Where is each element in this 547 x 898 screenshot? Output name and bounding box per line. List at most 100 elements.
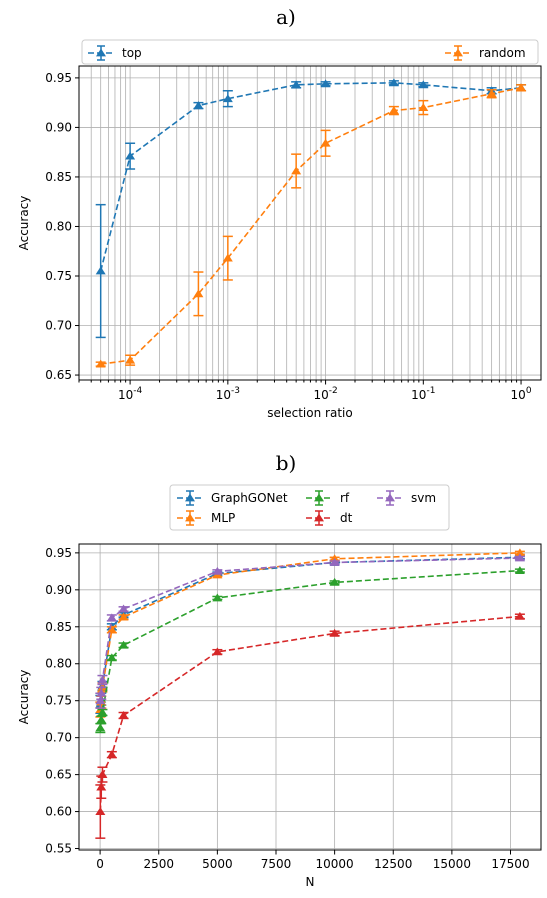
panel-b-data-point bbox=[97, 675, 108, 684]
panel-b-legend-label: GraphGONet bbox=[211, 491, 288, 505]
panel-a-series-line-random bbox=[100, 87, 522, 365]
panel-b-x-tick-label: 10000 bbox=[316, 857, 354, 871]
panel-b-x-tick-label: 15000 bbox=[433, 857, 471, 871]
panel-b-legend-label: svm bbox=[411, 491, 436, 505]
panel-a-legend-marker bbox=[453, 48, 463, 57]
panel-b-x-tick-label: 5000 bbox=[202, 857, 233, 871]
panel-a-x-tick-label: 100 bbox=[511, 386, 532, 402]
panel-b-x-tick-label: 7500 bbox=[261, 857, 292, 871]
panel-b-data-point bbox=[118, 640, 129, 649]
panel-b-x-tick-label: 12500 bbox=[374, 857, 412, 871]
panel-a-y-tick-label: 0.85 bbox=[45, 170, 72, 184]
panel-a-legend-box bbox=[81, 39, 539, 65]
panel-b-data-point bbox=[118, 604, 129, 613]
panel-a-data-point bbox=[95, 359, 106, 368]
panel-b-data-point bbox=[106, 750, 117, 759]
panel-a-data-point bbox=[486, 89, 497, 98]
panel-a-y-tick-label: 0.95 bbox=[45, 71, 72, 85]
panel-b-series-line-GraphGONet bbox=[99, 556, 520, 705]
panel-a-data-point bbox=[418, 80, 429, 89]
panel-b-y-tick-label: 0.70 bbox=[45, 731, 72, 745]
panel-a-data-point bbox=[418, 103, 429, 111]
panel-a-data-point bbox=[516, 83, 527, 92]
panel-b-series-line-rf bbox=[99, 569, 520, 729]
panel-a-data-point bbox=[222, 253, 233, 262]
panel-a-x-ticks: 10-4 10-3 10-2 10-1 100 bbox=[78, 380, 532, 402]
panel-b-y-tick-label: 0.60 bbox=[45, 805, 72, 819]
panel-b-y-tick-label: 0.65 bbox=[45, 768, 72, 782]
panel-b-legend-marker bbox=[185, 513, 195, 522]
panel-a-frame bbox=[78, 65, 542, 381]
panel-a-x-tick-label: 10-3 bbox=[216, 386, 240, 402]
panel-a-x-axis-label: selection ratio bbox=[267, 406, 352, 420]
panel-b-series bbox=[95, 548, 525, 839]
panel-a-y-tick-label: 0.90 bbox=[45, 120, 72, 134]
panel-b-y-tick-label: 0.75 bbox=[45, 694, 72, 708]
panel-b-legend-marker bbox=[314, 513, 324, 522]
panel-b-legend-label: dt bbox=[340, 511, 353, 525]
panel-b-y-axis-label: Accuracy bbox=[17, 670, 31, 725]
panel-b-y-tick-label: 0.90 bbox=[45, 583, 72, 597]
panel-a-data-point bbox=[291, 80, 302, 89]
panel-a-data-point bbox=[388, 106, 399, 114]
panel-a-legend-marker bbox=[96, 48, 106, 57]
panel-a-label: a) bbox=[276, 5, 296, 29]
panel-a-data-point bbox=[193, 289, 204, 298]
panel-a-x-tick-label: 10-1 bbox=[411, 386, 435, 402]
panel-b-legend-marker bbox=[314, 493, 324, 502]
panel-a-series-line-top bbox=[99, 82, 522, 272]
panel-a-y-tick-label: 0.70 bbox=[45, 319, 72, 333]
panel-a-data-point bbox=[125, 355, 136, 364]
panel-b-series-line-MLP bbox=[99, 552, 520, 710]
panel-b-data-point bbox=[212, 566, 223, 575]
panel-b-y-tick-label: 0.80 bbox=[45, 657, 72, 671]
panel-b-data-point bbox=[96, 782, 107, 791]
panel-a: a) 0.65 0.70 0.75 0.80 0.85 0.90 0.95 10-4 10-3… bbox=[17, 5, 542, 420]
panel-b-series-line-svm bbox=[99, 557, 520, 701]
panel-b-y-ticks: 0.55 0.60 0.65 0.70 0.75 0.80 0.85 0.90 0.95 bbox=[45, 546, 79, 856]
panel-b-data-point bbox=[212, 593, 223, 602]
panel-b-legend-marker bbox=[385, 493, 395, 502]
panel-a-data-point bbox=[95, 266, 106, 275]
panel-b-data-point bbox=[514, 611, 525, 620]
panel-a-x-tick-label: 10-4 bbox=[118, 386, 143, 402]
panel-b-data-point bbox=[329, 628, 340, 637]
panel-b-y-tick-label: 0.95 bbox=[45, 546, 72, 560]
panel-b-data-point bbox=[118, 710, 129, 719]
panel-b-x-tick-label: 0 bbox=[96, 857, 104, 871]
panel-a-data-point bbox=[320, 138, 331, 147]
panel-b-data-point bbox=[212, 647, 223, 656]
panel-b-data-point bbox=[95, 723, 106, 732]
panel-b-x-axis-label: N bbox=[306, 875, 315, 889]
panel-b: b) 0.550.600.650.700.750.800.850.900.95 … bbox=[17, 451, 542, 889]
panel-a-y-tick-label: 0.75 bbox=[45, 269, 72, 283]
panel-b-series-line-dt bbox=[99, 615, 520, 812]
panel-b-data-point bbox=[95, 696, 106, 705]
panel-a-x-tick-label: 10-2 bbox=[313, 386, 337, 402]
panel-a-data-point bbox=[222, 94, 233, 103]
panel-b-major-grid bbox=[79, 544, 541, 850]
panel-b-x-tick-label: 17500 bbox=[491, 857, 529, 871]
panel-b-data-point bbox=[106, 625, 117, 634]
panel-b-data-point bbox=[96, 688, 107, 697]
panel-a-minor-grid bbox=[78, 66, 517, 380]
panel-a-data-point bbox=[193, 101, 204, 109]
panel-b-data-point bbox=[514, 566, 525, 574]
panel-b-frame bbox=[78, 543, 542, 851]
panel-b-x-tick-label: 2500 bbox=[143, 857, 174, 871]
panel-b-x-ticks: 0 2500 5000 7500 10000 12500 15000 17500 bbox=[96, 850, 530, 871]
panel-b-legend-label: MLP bbox=[211, 511, 235, 525]
panel-b-legend: GraphGONet MLP rf dt svm bbox=[169, 484, 450, 531]
panel-b-data-point bbox=[95, 807, 106, 815]
panel-a-major-grid bbox=[79, 66, 541, 380]
panel-a-legend-label: random bbox=[479, 46, 526, 60]
panel-a-data-point bbox=[291, 166, 302, 175]
panel-b-label: b) bbox=[276, 451, 297, 475]
panel-a-y-tick-label: 0.65 bbox=[45, 368, 72, 382]
panel-a-data-point bbox=[388, 78, 399, 87]
panel-b-legend-label: rf bbox=[340, 491, 350, 505]
panel-b-y-tick-label: 0.55 bbox=[45, 842, 72, 856]
panel-a-y-axis-label: Accuracy bbox=[17, 196, 31, 251]
panel-b-data-point bbox=[97, 708, 108, 716]
